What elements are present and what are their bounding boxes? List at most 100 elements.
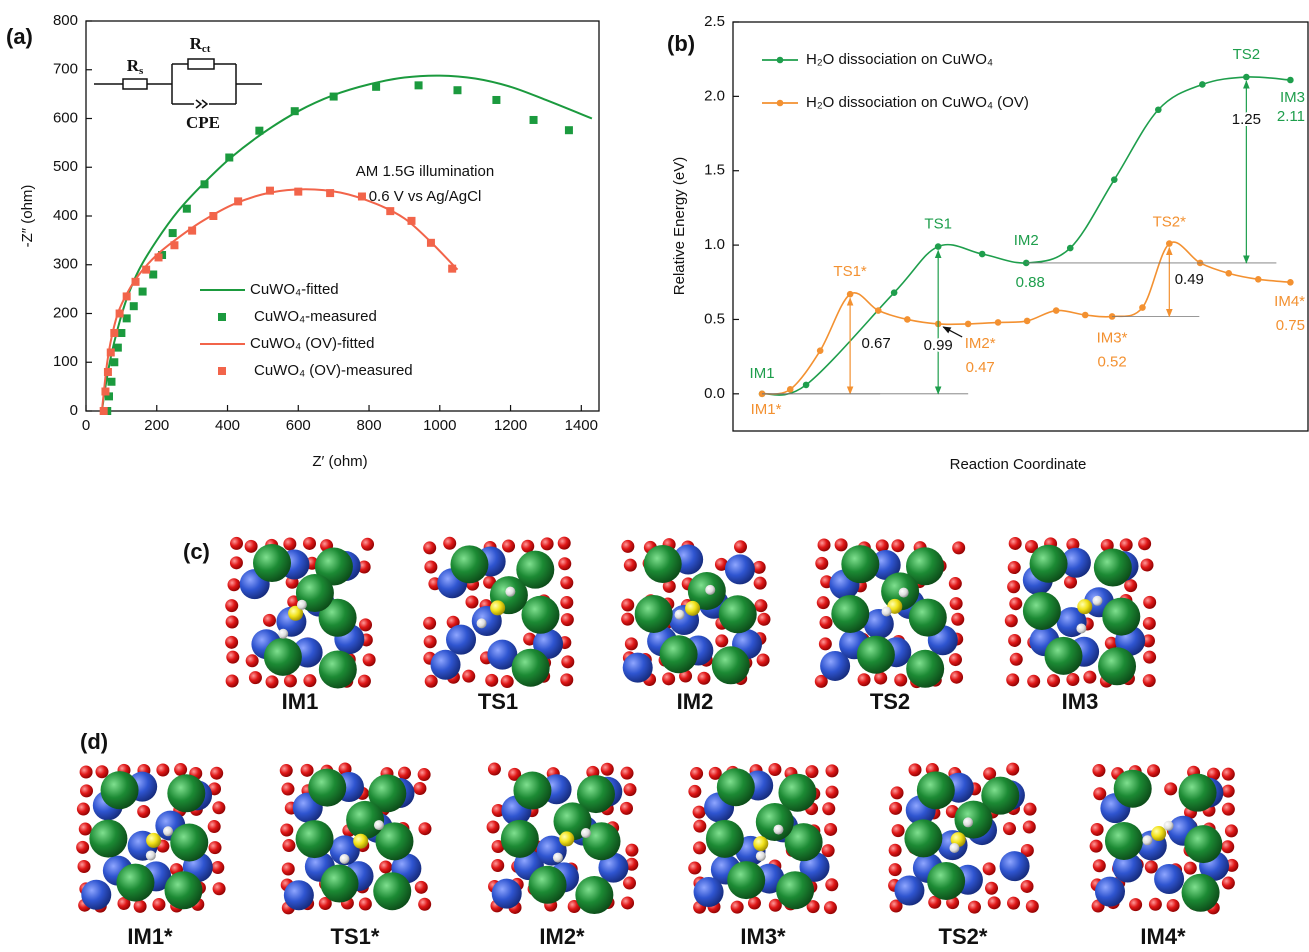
oxygen-atom [443,537,456,550]
structure-model [1005,537,1156,688]
circuit-label: Rct [190,34,211,55]
y-tick-label: 500 [53,158,78,175]
oxygen-atom [983,862,996,875]
structure-name: IM1 [282,689,319,714]
oxygen-atom [280,824,293,837]
oxygen-atom [212,801,225,814]
marker [1255,276,1262,283]
oxygen-atom [281,783,294,796]
marker [1067,245,1074,252]
oxygen-atom [1007,897,1020,910]
copper-atom [513,772,551,810]
oxygen-atom [423,541,436,554]
resistor [188,59,214,69]
marker [170,241,178,249]
copper-atom [906,650,944,688]
copper-atom [831,595,869,633]
marker [803,382,810,389]
circuit-symbol: R [190,34,203,53]
hydrogen-atom [477,618,487,628]
hydrogen-atom [773,825,783,835]
copper-atom [1094,549,1132,587]
oxygen-atom [1143,651,1156,664]
adsorbate-atom [490,600,505,615]
oxygen-atom [1221,840,1234,853]
hydrogen-atom [374,820,384,830]
hydrogen-atom [146,850,156,860]
oxygen-atom [952,541,965,554]
oxygen-atom [263,614,276,627]
oxygen-atom [621,613,634,626]
marker [139,288,147,296]
marker [123,314,131,322]
copper-atom [1105,822,1143,860]
marker [100,407,108,415]
oxygen-atom [361,538,374,551]
oxygen-atom [1093,859,1106,872]
y-axis-label: -Z″ (ohm) [19,185,36,248]
marker [817,347,824,354]
structure-name: IM2* [539,924,585,949]
marker [116,310,124,318]
x-axis-label: Reaction Coordinate [950,456,1087,473]
oxygen-atom [282,863,295,876]
y-tick-label: 300 [53,256,78,273]
oxygen-atom [79,823,92,836]
oxygen-atom [210,767,223,780]
oxygen-atom [95,765,108,778]
oxygen-atom [757,654,770,667]
oxygen-atom [465,596,478,609]
structure-name: TS1 [478,689,518,714]
adsorbate-atom [146,833,161,848]
marker [326,189,334,197]
hydrogen-atom [340,854,350,864]
oxygen-atom [1066,673,1079,686]
oxygen-atom [359,898,372,911]
marker [130,302,138,310]
oxygen-atom [693,806,706,819]
copper-atom [841,545,879,583]
oxygen-atom [283,537,296,550]
oxygen-atom [889,863,902,876]
copper-atom [296,820,334,858]
x-tick-label: 200 [144,417,169,434]
oxygen-atom [245,540,258,553]
hydrogen-atom [581,828,591,838]
oxygen-atom [1003,822,1016,835]
plot-frame [733,22,1308,431]
adsorbate-atom [1077,599,1092,614]
tungsten-atom [1000,851,1030,881]
copper-atom [727,861,765,899]
structure-model [225,537,376,689]
oxygen-atom [1024,803,1037,816]
marker [530,116,538,124]
hydrogen-atom [1076,623,1086,633]
marker [225,154,233,162]
oxygen-atom [1023,820,1036,833]
oxygen-atom [824,823,837,836]
marker [1111,176,1118,183]
marker [1199,81,1206,88]
oxygen-atom [213,882,226,895]
oxygen-atom [398,767,411,780]
barrier-label: 0.67 [862,335,891,352]
oxygen-atom [462,670,475,683]
oxygen-atom [558,557,571,570]
copper-atom [164,871,202,909]
hydrogen-atom [899,588,909,598]
copper-atom [450,545,488,583]
oxygen-atom [909,763,922,776]
marker [123,292,131,300]
oxygen-atom [715,634,728,647]
oxygen-atom [1143,596,1156,609]
oxygen-atom [1149,898,1162,911]
tungsten-atom [894,875,924,905]
copper-atom [756,803,794,841]
annotation: AM 1.5G illumination [356,163,494,180]
tungsten-atom [284,880,314,910]
cpe-symbol [196,100,207,108]
oxygen-atom [424,635,437,648]
oxygen-atom [488,763,501,776]
hydrogen-atom [949,843,959,853]
y-tick-label: 700 [53,61,78,78]
